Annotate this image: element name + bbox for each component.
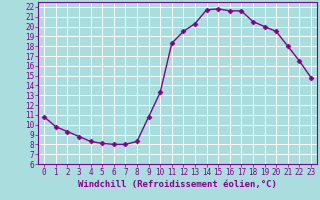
X-axis label: Windchill (Refroidissement éolien,°C): Windchill (Refroidissement éolien,°C) [78,180,277,189]
